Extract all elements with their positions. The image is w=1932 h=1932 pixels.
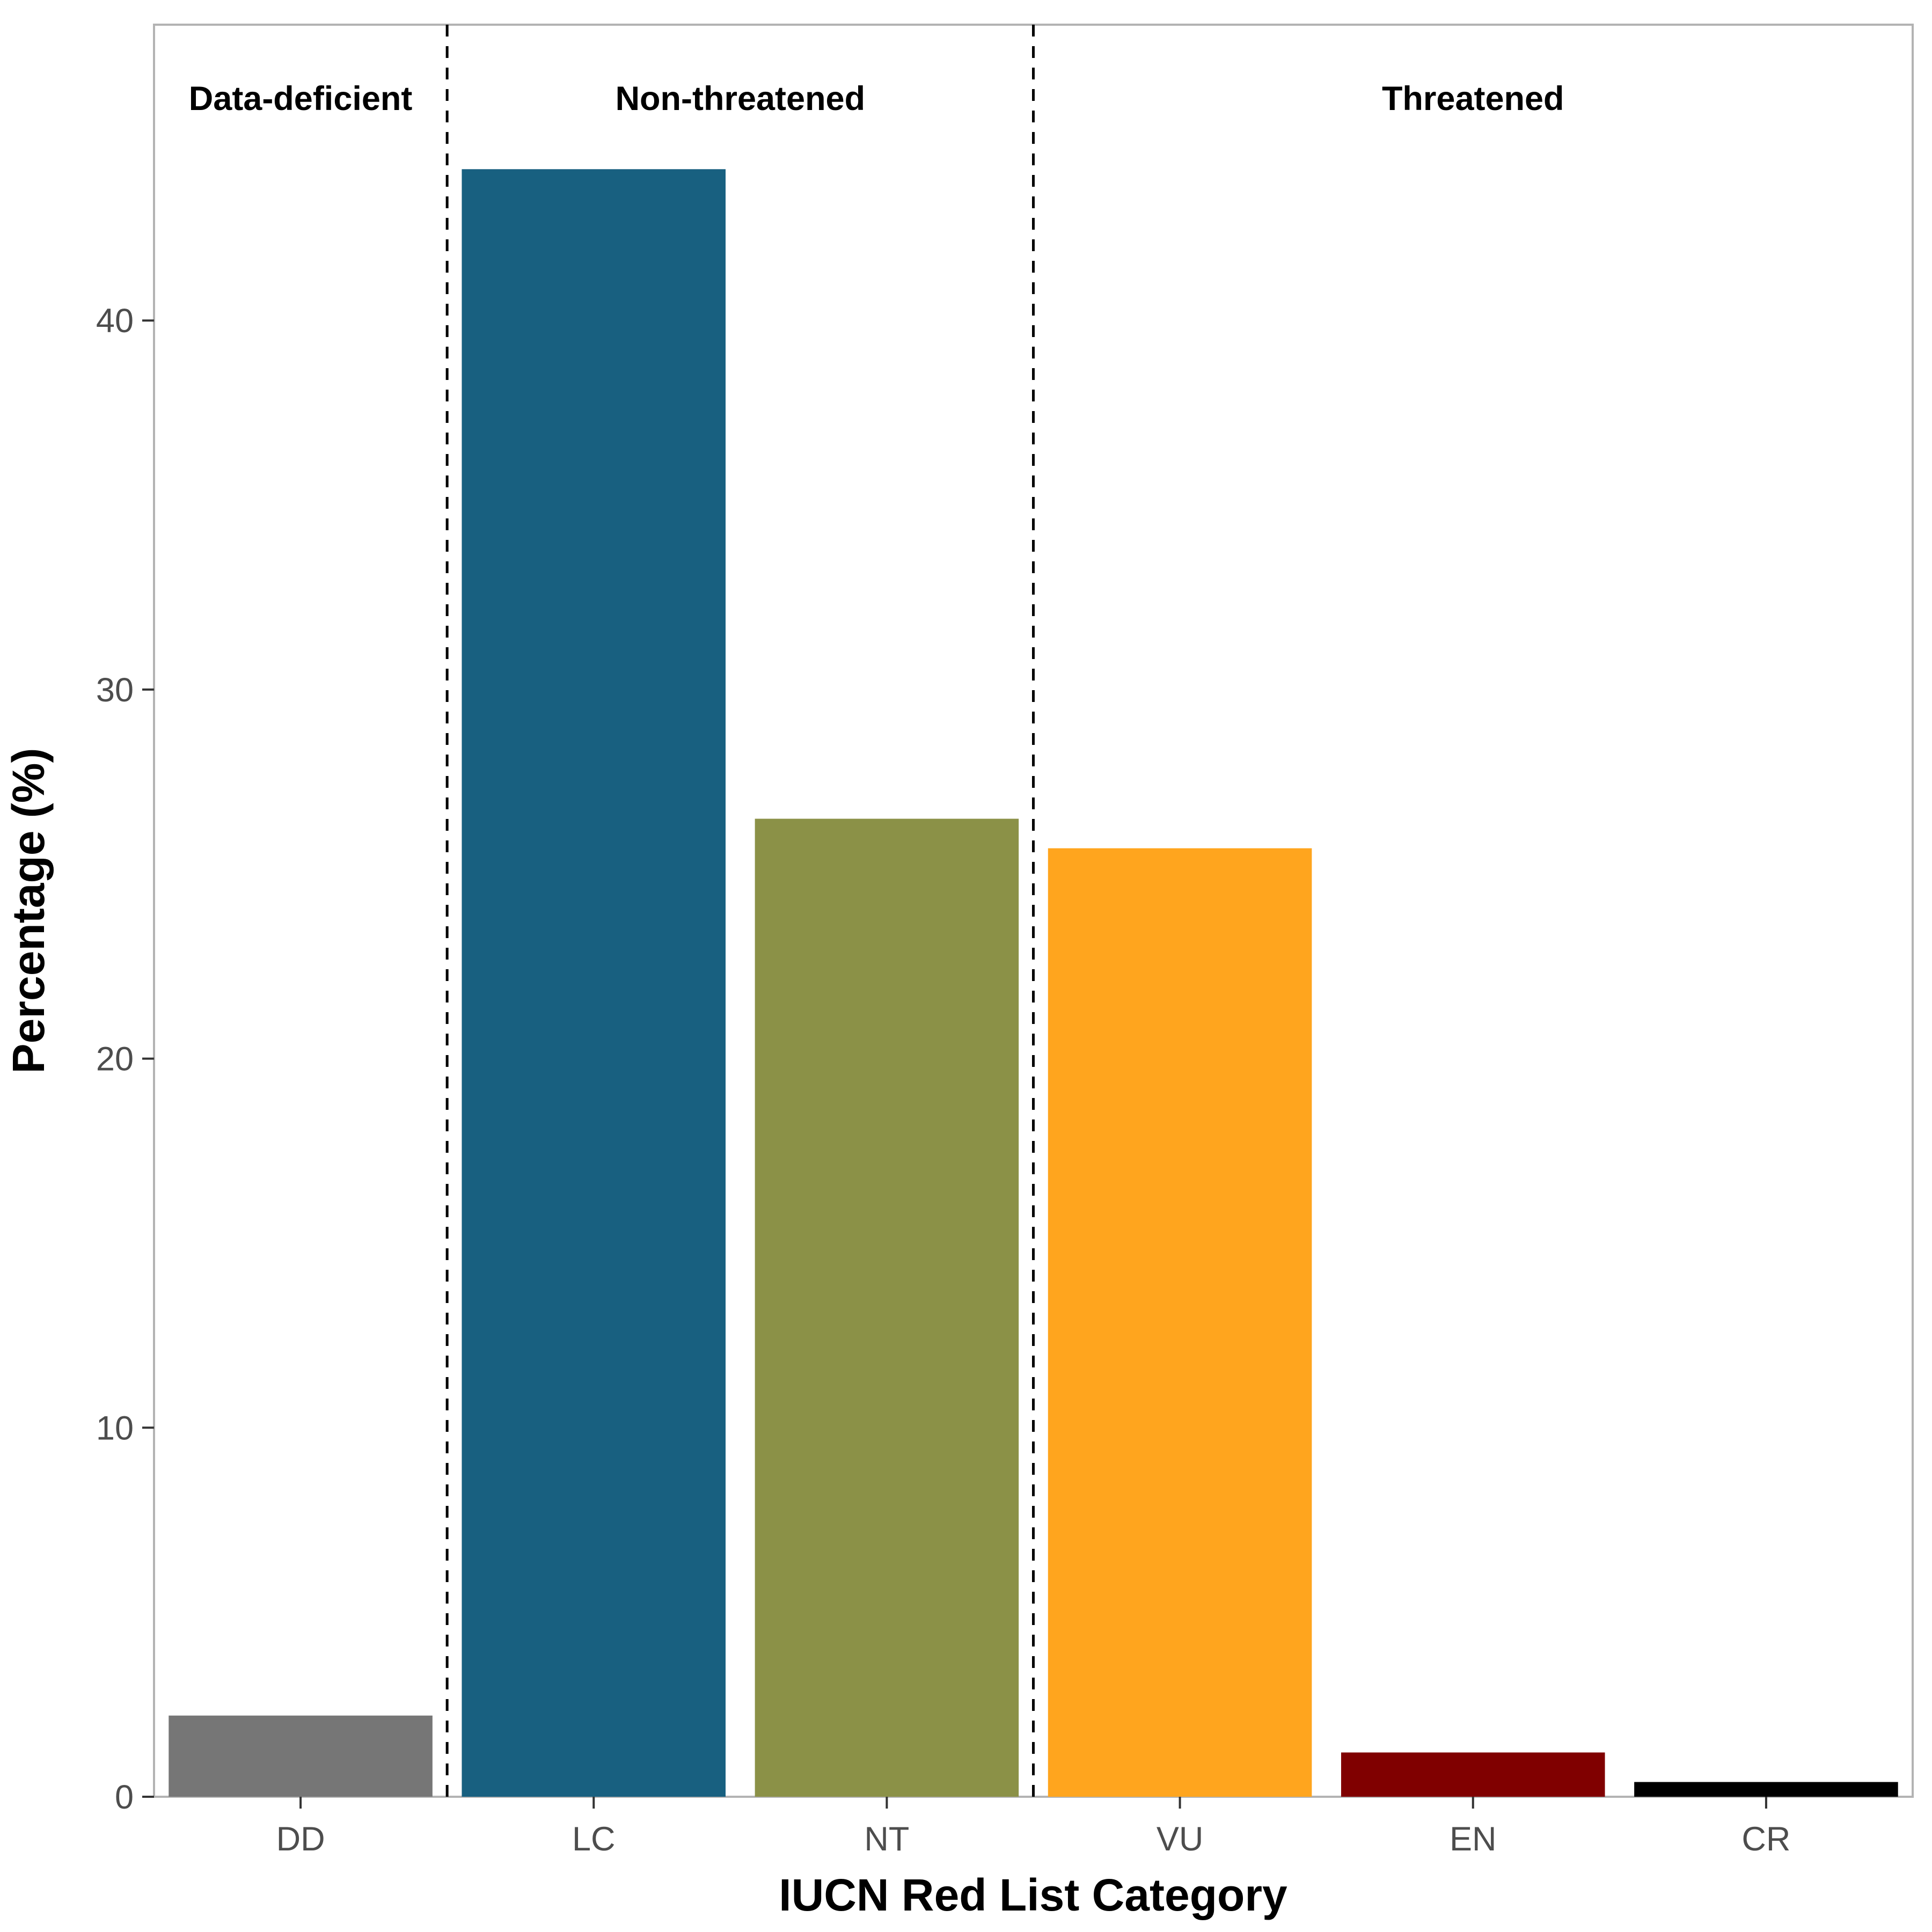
x-tick-label-cr: CR xyxy=(1741,1820,1790,1858)
y-tick-label: 10 xyxy=(96,1409,134,1447)
bar-en xyxy=(1341,1752,1605,1797)
group-label-data-deficient: Data-deficient xyxy=(189,80,413,118)
bar-cr xyxy=(1634,1782,1898,1797)
x-axis-title: IUCN Red List Category xyxy=(779,1870,1287,1920)
x-axis: DD LC NT VU EN CR xyxy=(276,1797,1790,1858)
x-tick-label-lc: LC xyxy=(572,1820,616,1858)
group-dividers xyxy=(445,25,1035,1797)
x-tick-label-dd: DD xyxy=(276,1820,325,1858)
bars-layer xyxy=(169,169,1898,1797)
bar-lc xyxy=(462,169,726,1797)
y-tick-label: 0 xyxy=(115,1779,134,1816)
y-tick-label: 30 xyxy=(96,671,134,709)
y-axis: 0 10 20 30 40 xyxy=(96,302,154,1816)
x-tick-label-nt: NT xyxy=(864,1820,909,1858)
y-tick-label: 20 xyxy=(96,1041,134,1078)
bar-vu xyxy=(1048,848,1312,1797)
bar-nt xyxy=(755,818,1019,1797)
group-label-non-threatened: Non-threatened xyxy=(616,80,866,118)
y-tick-label: 40 xyxy=(96,302,134,340)
y-axis-title: Percentage (%) xyxy=(3,748,54,1074)
x-tick-label-vu: VU xyxy=(1157,1820,1204,1858)
group-label-threatened: Threatened xyxy=(1382,80,1564,118)
group-labels: Data-deficient Non-threatened Threatened xyxy=(189,80,1564,118)
bar-dd xyxy=(169,1715,433,1797)
x-tick-label-en: EN xyxy=(1450,1820,1497,1858)
